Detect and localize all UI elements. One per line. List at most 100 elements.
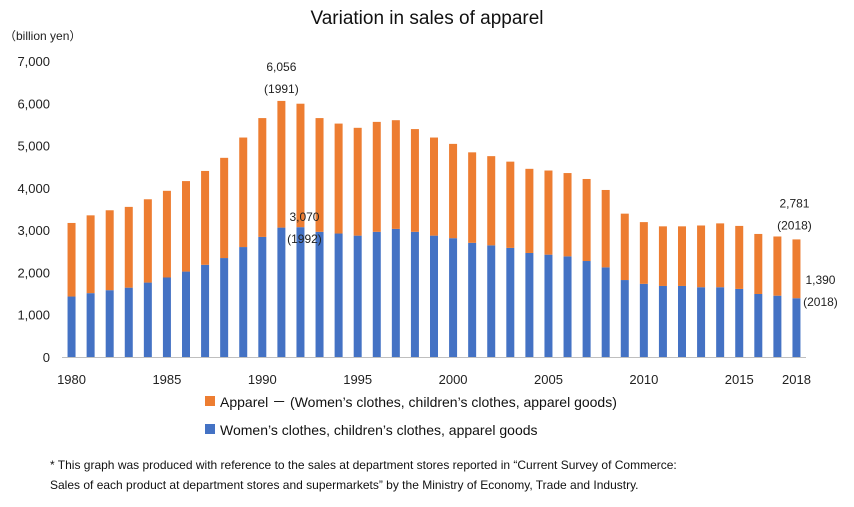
annotation-year: (2018): [803, 295, 838, 309]
bar-women-2013: [697, 287, 706, 357]
bar-women-1982: [105, 290, 114, 357]
bar-apparel-other-1985: [162, 190, 171, 278]
bar-apparel-other-1987: [201, 170, 210, 265]
bar-women-1993: [315, 231, 324, 357]
y-tick-label: 0: [43, 350, 50, 365]
bar-apparel-other-1996: [372, 121, 381, 232]
bar-women-2003: [506, 247, 515, 357]
bar-women-1996: [372, 231, 381, 357]
bar-apparel-other-1983: [124, 206, 133, 288]
bar-apparel-other-1984: [143, 199, 152, 283]
bar-apparel-other-1998: [410, 129, 419, 232]
bar-apparel-other-1991: [277, 100, 286, 228]
bar-apparel-other-1989: [239, 137, 248, 248]
bar-women-2009: [620, 280, 629, 357]
y-tick-label: 5,000: [17, 139, 50, 154]
bar-women-1992: [296, 227, 305, 357]
chart-title: Variation in sales of apparel: [310, 8, 543, 29]
bar-women-2006: [563, 256, 572, 357]
y-axis: 0 1,000 2,000 3,000 4,000 5,000 6,000 7,000: [17, 54, 806, 365]
bar-women-2012: [678, 285, 686, 357]
bar-apparel-other-2000: [449, 143, 458, 239]
bar-women-1986: [182, 271, 190, 357]
bar-women-2007: [582, 261, 591, 357]
bar-women-1984: [143, 282, 152, 357]
bar-women-2015: [735, 288, 744, 357]
bar-apparel-other-2012: [678, 226, 686, 286]
bar-women-1994: [334, 233, 343, 357]
bar-apparel-other-1997: [391, 120, 400, 229]
bar-women-1985: [162, 277, 171, 357]
bar-women-2001: [468, 242, 477, 357]
bar-women-2018: [792, 298, 801, 357]
bar-apparel-other-1982: [105, 210, 114, 291]
annotation-value: 2,781: [779, 196, 809, 210]
bar-apparel-other-2008: [601, 189, 610, 268]
bar-women-2010: [639, 283, 648, 357]
bar-women-1990: [258, 236, 267, 357]
bar-apparel-other-2013: [697, 225, 706, 288]
bar-apparel-other-2011: [658, 226, 667, 286]
bar-apparel-other-2003: [506, 161, 515, 248]
bar-women-1988: [220, 258, 229, 357]
bar-women-1999: [430, 235, 438, 357]
bar-apparel-other-2007: [582, 178, 591, 262]
bar-women-1987: [201, 264, 210, 357]
bar-women-1995: [353, 235, 362, 357]
x-tick-label: 2010: [629, 372, 658, 387]
bar-apparel-other-2006: [563, 173, 572, 257]
source-note-line: Sales of each product at department stor…: [50, 478, 639, 492]
bar-apparel-other-1993: [315, 118, 324, 232]
bar-women-2011: [658, 285, 667, 357]
bar-women-2002: [487, 245, 496, 357]
x-tick-label: 2018: [782, 372, 811, 387]
bar-apparel-other-2017: [773, 236, 782, 296]
legend-swatch: [205, 424, 215, 434]
bar-women-1983: [124, 287, 133, 357]
y-axis-unit-label: （billion yen）: [4, 29, 81, 43]
bar-apparel-other-2005: [544, 170, 553, 255]
bar-women-2008: [601, 267, 610, 357]
bar-women-2016: [754, 293, 763, 357]
bar-apparel-other-2001: [468, 152, 477, 243]
y-tick-label: 2,000: [17, 265, 50, 280]
y-tick-label: 6,000: [17, 96, 50, 111]
source-note: * This graph was produced with reference…: [50, 458, 677, 492]
bar-apparel-other-2015: [735, 225, 744, 289]
y-tick-label: 1,000: [17, 308, 50, 323]
bar-apparel-other-1980: [67, 222, 76, 297]
plot-area: [67, 100, 801, 357]
annotation-value: 1,390: [805, 273, 835, 287]
bar-apparel-other-2010: [639, 222, 648, 284]
annotation-value: 6,056: [266, 60, 296, 74]
bar-women-1991: [277, 227, 286, 357]
bar-apparel-other-1994: [334, 123, 343, 234]
annotation-year: (1991): [264, 82, 299, 96]
bar-women-1989: [239, 247, 248, 357]
x-tick-label: 2015: [725, 372, 754, 387]
bar-apparel-other-1990: [258, 118, 267, 237]
bar-women-2000: [449, 238, 458, 357]
annotation-year: (2018): [777, 218, 812, 232]
y-tick-label: 3,000: [17, 223, 50, 238]
bar-apparel-other-1995: [353, 127, 362, 236]
legend-label: Apparel － (Women’s clothes, children’s c…: [220, 394, 617, 410]
legend-swatch: [205, 396, 215, 406]
legend: Apparel － (Women’s clothes, children’s c…: [205, 394, 617, 438]
bar-women-2014: [716, 287, 725, 357]
bar-apparel-other-1986: [182, 181, 190, 272]
source-note-line: * This graph was produced with reference…: [50, 458, 677, 472]
legend-label: Women’s clothes, children’s clothes, app…: [220, 422, 538, 438]
x-tick-label: 1985: [152, 372, 181, 387]
bar-apparel-other-2004: [525, 168, 534, 253]
y-tick-label: 4,000: [17, 181, 50, 196]
bar-women-1981: [86, 293, 95, 357]
bar-women-1980: [67, 296, 76, 357]
annotations: 6,056 (1991) 3,070 (1992) 2,781 (2018) 1,390 (2…: [264, 60, 838, 309]
bar-apparel-other-2002: [487, 156, 496, 246]
x-axis: 1980 1985 1990 1995 2000 2005 2010 2015 2018: [57, 372, 811, 387]
bar-apparel-other-1992: [296, 103, 305, 228]
annotation-value: 3,070: [289, 210, 319, 224]
bar-women-1998: [410, 231, 419, 357]
